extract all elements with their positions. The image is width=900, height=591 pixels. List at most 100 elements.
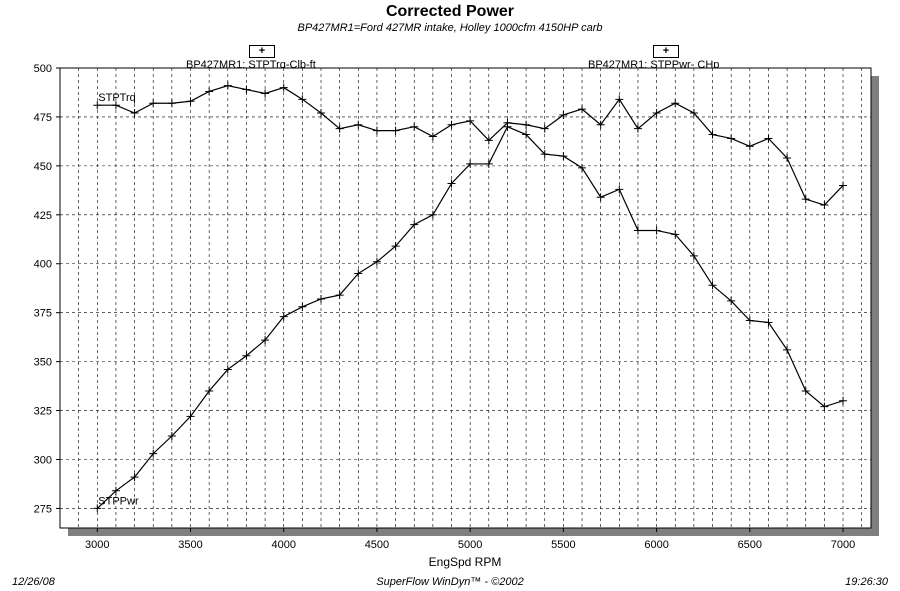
grid (60, 68, 871, 528)
data-point (335, 124, 344, 133)
x-tick-label: 7000 (831, 539, 855, 551)
x-tick-label: 5500 (551, 539, 575, 551)
legend-marker-torque[interactable]: + (249, 45, 275, 58)
data-point (466, 116, 475, 125)
data-point (391, 126, 400, 135)
y-tick-label: 375 (34, 308, 52, 320)
data-point (279, 83, 288, 92)
data-point (522, 120, 531, 129)
data-point (186, 97, 195, 106)
data-point (559, 110, 568, 119)
data-point (261, 89, 270, 98)
x-tick-label: 6500 (738, 539, 762, 551)
data-point (111, 486, 120, 495)
data-point (820, 402, 829, 411)
data-point (317, 109, 326, 118)
y-tick-label: 400 (34, 259, 52, 271)
y-tick-label: 450 (34, 161, 52, 173)
data-point (111, 101, 120, 110)
footer-software: SuperFlow WinDyn™ - ©2002 (376, 576, 524, 588)
data-point (615, 95, 624, 104)
x-tick-label: 5000 (458, 539, 482, 551)
data-point (764, 134, 773, 143)
data-point (391, 242, 400, 251)
data-point (708, 130, 717, 139)
data-point (615, 185, 624, 194)
data-point (447, 179, 456, 188)
legend-marker-power[interactable]: + (653, 45, 679, 58)
x-axis-label: EngSpd RPM (429, 555, 502, 569)
x-tick-label: 6000 (644, 539, 668, 551)
data-point (801, 386, 810, 395)
data-point (633, 124, 642, 133)
data-point (242, 351, 251, 360)
data-point (839, 181, 848, 190)
data-point (801, 195, 810, 204)
data-point (261, 336, 270, 345)
data-point (559, 152, 568, 161)
data-point (242, 85, 251, 94)
data-point (354, 120, 363, 129)
data-point (428, 132, 437, 141)
data-point (298, 95, 307, 104)
data-point (167, 99, 176, 108)
chart-title: Corrected Power (385, 3, 515, 20)
data-point (540, 124, 549, 133)
data-point (93, 504, 102, 513)
data-point (167, 432, 176, 440)
data-point (410, 122, 419, 131)
data-point (205, 87, 214, 96)
data-point (410, 220, 419, 229)
data-point (745, 316, 754, 325)
x-tick-label: 3000 (85, 539, 109, 551)
data-point (484, 136, 493, 145)
data-point (839, 396, 848, 405)
x-tick-label: 4000 (271, 539, 295, 551)
data-point (596, 120, 605, 129)
data-point (503, 122, 512, 131)
data-point (652, 226, 661, 235)
y-axis: 275 300 325 350 375 400 425 450 475 500 (34, 63, 60, 515)
data-point (149, 99, 158, 108)
x-tick-label: 3500 (178, 539, 202, 551)
y-tick-label: 275 (34, 503, 52, 515)
data-point (93, 101, 102, 110)
footer-date: 12/26/08 (12, 576, 55, 588)
x-axis: 3000 3500 4000 4500 5000 5500 6000 6500 7000 (85, 528, 855, 551)
y-tick-label: 350 (34, 357, 52, 369)
data-point (428, 210, 437, 219)
data-point (596, 193, 605, 202)
footer-time: 19:26:30 (845, 576, 888, 588)
data-point (764, 318, 773, 327)
y-tick-label: 425 (34, 210, 52, 222)
data-point (540, 150, 549, 159)
data-point (223, 81, 232, 90)
data-point (466, 159, 475, 168)
data-point (578, 163, 587, 172)
data-point (633, 226, 642, 235)
data-point (745, 142, 754, 151)
y-tick-label: 300 (34, 454, 52, 466)
data-point (708, 281, 717, 290)
data-point (727, 134, 736, 143)
data-point (689, 251, 698, 260)
data-point (783, 345, 792, 354)
data-point (130, 473, 139, 482)
data-point (317, 294, 326, 303)
data-point (671, 230, 680, 239)
data-point (149, 449, 158, 458)
series-group: STPTrq STPPwr (93, 81, 848, 513)
data-point (130, 109, 139, 118)
data-point (578, 105, 587, 114)
series-label-stppwr: STPPwr (98, 495, 139, 507)
y-tick-label: 325 (34, 406, 52, 418)
data-point (223, 365, 232, 374)
data-point (783, 154, 792, 163)
data-point (372, 257, 381, 266)
chart-subtitle: BP427MR1=Ford 427MR intake, Holley 1000c… (297, 22, 603, 34)
data-point (820, 201, 829, 210)
x-tick-label: 4500 (365, 539, 389, 551)
data-point (727, 296, 736, 305)
data-point (186, 412, 195, 421)
